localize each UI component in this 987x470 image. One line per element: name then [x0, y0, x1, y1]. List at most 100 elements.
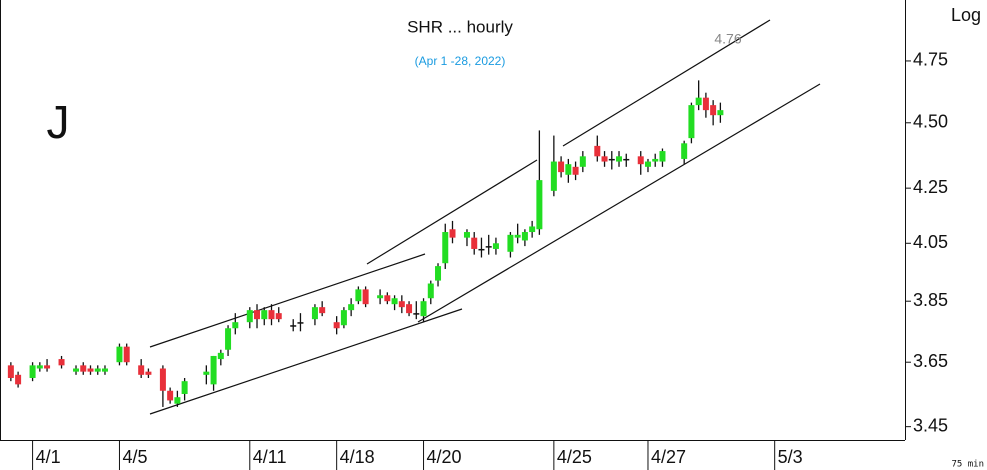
- y-tick-label: 4.75: [913, 50, 948, 70]
- candle-body: [420, 301, 427, 317]
- candle-body: [384, 295, 391, 302]
- candle-body: [116, 346, 123, 363]
- y-tick-label: 4.50: [913, 112, 948, 132]
- candle-body: [138, 365, 145, 375]
- candle-body: [333, 322, 340, 329]
- candle-body: [710, 105, 717, 116]
- candle-body: [261, 310, 268, 320]
- x-tick-label: 5/3: [778, 447, 803, 467]
- scale-label: Log: [951, 5, 981, 25]
- candle-body: [398, 301, 405, 308]
- candle-body: [87, 368, 94, 372]
- candle-body: [348, 304, 355, 311]
- chart-title: SHR ... hourly: [407, 17, 513, 36]
- candle-body: [123, 346, 130, 363]
- x-tick-label: 4/18: [340, 447, 375, 467]
- candle-body: [290, 325, 297, 327]
- candle-body: [203, 371, 210, 375]
- y-tick-label: 3.65: [913, 351, 948, 371]
- candle-body: [471, 237, 478, 249]
- candle-body: [167, 390, 174, 401]
- trendline: [149, 308, 463, 415]
- candle-body: [463, 232, 470, 238]
- candle-body: [449, 229, 456, 238]
- candle-body: [340, 310, 347, 326]
- candle-body: [159, 368, 166, 391]
- chart-subtitle: (Apr 1 -28, 2022): [415, 54, 506, 68]
- trendline: [417, 83, 821, 323]
- candle-body: [174, 397, 181, 404]
- candle-body: [688, 105, 695, 139]
- candle-body: [550, 161, 557, 191]
- candle-body: [268, 310, 275, 320]
- candle-body: [702, 97, 709, 111]
- candle-body: [579, 156, 586, 167]
- candle-body: [94, 368, 101, 372]
- candle-body: [616, 156, 623, 162]
- candle-body: [254, 310, 261, 320]
- candle-body: [507, 234, 514, 252]
- candle-body: [406, 304, 413, 314]
- candle-body: [572, 166, 579, 175]
- candle-body: [362, 289, 369, 305]
- y-tick-label: 4.25: [913, 177, 948, 197]
- candle-body: [485, 246, 492, 248]
- y-tick-label: 3.85: [913, 290, 948, 310]
- trendlines: [149, 19, 821, 415]
- candle-body: [145, 371, 152, 375]
- candle-body: [594, 145, 601, 157]
- x-tick-label: 4/27: [651, 447, 686, 467]
- candle-body: [558, 161, 565, 173]
- candle-body: [659, 151, 666, 162]
- candle-body: [246, 310, 253, 323]
- candle-body: [521, 232, 528, 241]
- candle-body: [608, 158, 615, 161]
- candle-body: [717, 110, 724, 116]
- candle-body: [413, 313, 420, 315]
- x-tick-label: 4/1: [36, 447, 61, 467]
- candle-body: [637, 156, 644, 165]
- candle-body: [492, 243, 499, 249]
- candle-body: [536, 180, 543, 230]
- trendline: [562, 19, 771, 147]
- candle-body: [565, 164, 572, 175]
- candle-body: [36, 365, 43, 369]
- trendline: [149, 253, 426, 348]
- candle-body: [319, 307, 326, 314]
- candle-body: [73, 368, 80, 372]
- candle-body: [478, 248, 485, 251]
- candle-body: [210, 355, 217, 385]
- candle-body: [15, 374, 22, 385]
- candle-body: [681, 143, 688, 159]
- big-label: J: [47, 96, 70, 148]
- y-tick-label: 3.45: [913, 415, 948, 435]
- candle-body: [80, 365, 87, 372]
- candle-body: [435, 266, 442, 281]
- candle-body: [355, 289, 362, 302]
- trendline: [366, 159, 538, 265]
- candle-body: [652, 158, 659, 162]
- candle-body: [275, 313, 282, 320]
- candle-body: [601, 156, 608, 162]
- candle-body: [377, 295, 384, 299]
- candle-body: [58, 359, 65, 366]
- candle-body: [514, 234, 521, 238]
- candle-body: [297, 322, 304, 324]
- candle-body: [695, 97, 702, 106]
- candle-body: [181, 381, 188, 394]
- candle-body: [101, 368, 108, 372]
- x-tick-label: 4/5: [122, 447, 147, 467]
- candle-body: [311, 307, 318, 320]
- y-tick-label: 4.05: [913, 232, 948, 252]
- annotation: 4.76: [714, 31, 741, 47]
- candle-body: [442, 232, 449, 264]
- candle-body: [7, 365, 14, 378]
- candle-body: [225, 328, 232, 350]
- candle-body: [217, 352, 224, 360]
- x-tick-label: 4/11: [253, 447, 287, 467]
- candle-body: [44, 365, 51, 369]
- candle-body: [529, 226, 536, 233]
- interval-label: 75 min: [951, 460, 984, 470]
- candle-body: [232, 322, 239, 329]
